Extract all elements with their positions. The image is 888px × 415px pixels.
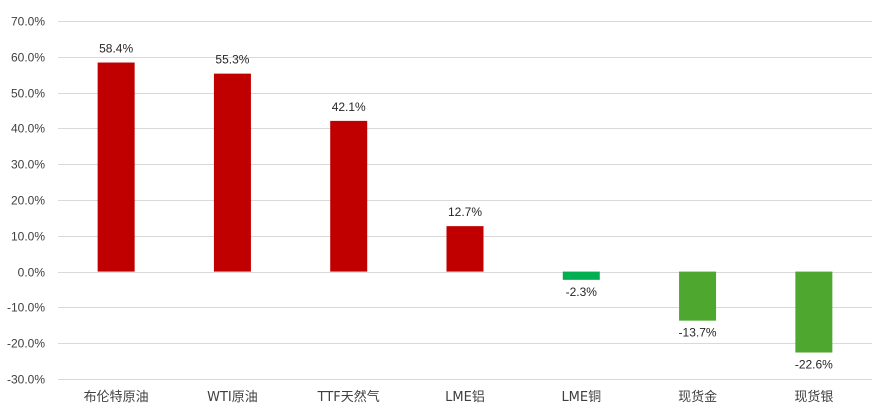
bar — [97, 62, 135, 272]
y-tick-label: 30.0% — [11, 158, 45, 172]
data-label: 58.4% — [99, 42, 133, 56]
x-axis-categories: 布伦特原油 WTI原油 TTF天然气 LME铝 LME铜 现货金 现货银 — [84, 389, 834, 405]
y-tick-label: 70.0% — [11, 15, 45, 29]
gridlines — [58, 21, 872, 380]
y-tick-label: -20.0% — [7, 337, 45, 351]
bars — [97, 62, 833, 353]
y-tick-label: -30.0% — [7, 373, 45, 387]
bar — [446, 226, 484, 272]
data-label: -22.6% — [795, 358, 833, 372]
category-label: 现货银 — [794, 389, 833, 405]
bar — [795, 271, 833, 353]
y-tick-label: 50.0% — [11, 87, 45, 101]
y-tick-label: 10.0% — [11, 230, 45, 244]
y-tick-label: -10.0% — [7, 301, 45, 315]
data-label: 12.7% — [448, 205, 482, 219]
data-labels: 58.4% 55.3% 42.1% 12.7% -2.3% -13.7% -22.6% — [99, 42, 833, 372]
category-label: TTF天然气 — [317, 389, 380, 405]
category-label: LME铝 — [445, 390, 485, 405]
category-label: 现货金 — [678, 389, 717, 405]
bar — [330, 120, 368, 272]
data-label: 55.3% — [215, 53, 249, 67]
category-label: WTI原油 — [207, 390, 258, 405]
data-label: -13.7% — [679, 326, 717, 340]
y-tick-label: 60.0% — [11, 51, 45, 65]
data-label: 42.1% — [332, 100, 366, 114]
y-axis-ticks: 70.0% 60.0% 50.0% 40.0% 30.0% 20.0% 10.0% 0.0% -… — [7, 15, 45, 387]
y-tick-label: 40.0% — [11, 122, 45, 136]
category-label: 布伦特原油 — [84, 390, 149, 405]
category-label: LME铜 — [561, 390, 601, 405]
bar — [562, 271, 600, 280]
bar — [679, 271, 717, 321]
y-tick-label: 20.0% — [11, 194, 45, 208]
bar — [213, 73, 251, 272]
data-label: -2.3% — [566, 285, 598, 299]
y-tick-label: 0.0% — [18, 266, 46, 280]
